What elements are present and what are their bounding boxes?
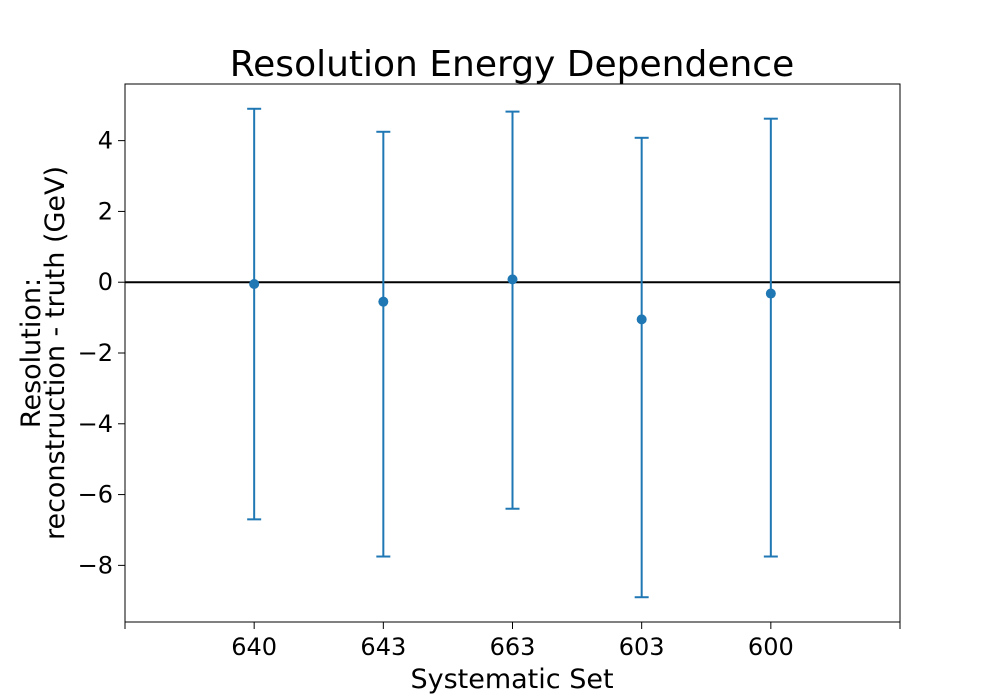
x-axis: 640 643 663 603 600 — [124, 622, 901, 661]
chart-title: Resolution Energy Dependence — [230, 44, 794, 85]
y-tick-label: 4 — [98, 127, 113, 155]
x-axis-label: Systematic Set — [410, 664, 613, 695]
y-tick-label: −2 — [78, 339, 113, 367]
data-point — [636, 314, 647, 325]
data-point — [249, 278, 260, 289]
data-point — [378, 296, 389, 307]
data-point — [507, 274, 518, 285]
y-tick-label: 2 — [98, 197, 113, 225]
y-tick-label: −6 — [78, 481, 113, 509]
x-tick-label: 603 — [619, 633, 665, 661]
y-tick-label: 0 — [98, 268, 113, 296]
y-axis-label-line-2: reconstruction - truth (GeV) — [40, 166, 71, 540]
x-tick-label: 663 — [490, 633, 536, 661]
y-axis-label-line-1: Resolution: — [16, 278, 47, 428]
y-tick-label: −8 — [78, 551, 113, 579]
y-tick-label: −4 — [78, 410, 113, 438]
data-point — [765, 288, 776, 299]
y-axis: 4 2 0 −2 −4 −6 −8 — [78, 127, 125, 579]
x-tick-label: 640 — [231, 633, 277, 661]
y-axis-label: Resolution: reconstruction - truth (GeV) — [16, 166, 71, 540]
series — [247, 107, 778, 599]
x-tick-label: 643 — [360, 633, 406, 661]
x-tick-label: 600 — [748, 633, 794, 661]
